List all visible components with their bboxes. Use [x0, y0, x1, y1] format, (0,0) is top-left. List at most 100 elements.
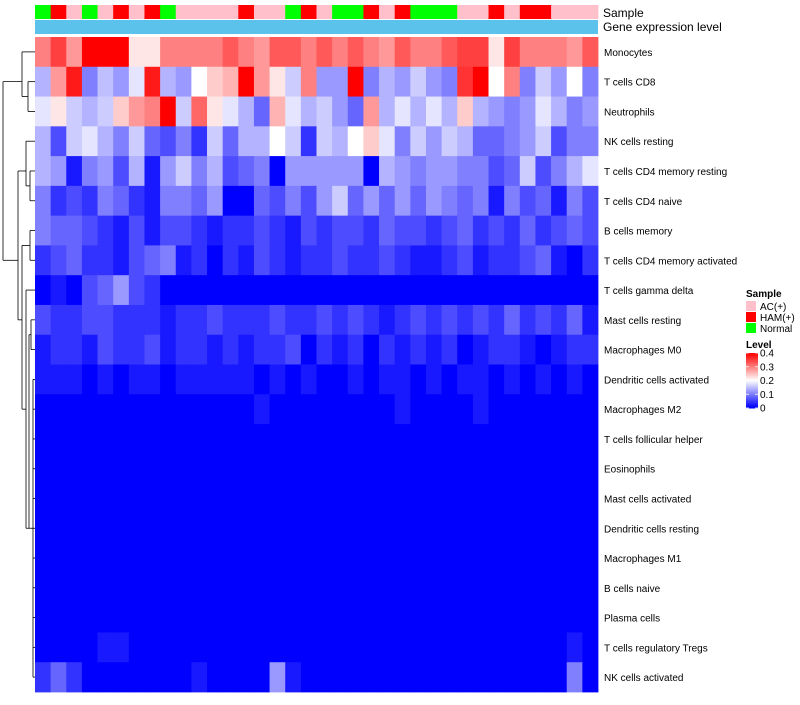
heatmap-cell	[269, 364, 286, 395]
heatmap-cell	[379, 156, 396, 187]
heatmap-cell	[50, 364, 67, 395]
heatmap-cell	[347, 185, 364, 217]
heatmap-cell	[551, 572, 568, 604]
heatmap-cell	[35, 602, 52, 633]
heatmap-cell	[332, 156, 349, 187]
heatmap-cell	[50, 185, 67, 217]
heatmap-cell	[113, 37, 130, 68]
legend-colorbar-step	[746, 392, 758, 395]
heatmap-cell	[394, 156, 411, 187]
heatmap-cell	[441, 513, 458, 544]
heatmap-cell	[347, 543, 364, 574]
heatmap-cell	[332, 66, 349, 97]
heatmap-cell	[222, 572, 239, 604]
row-label: NK cells resting	[604, 137, 673, 148]
legend-colorbar-step	[746, 355, 758, 357]
heatmap-cell	[566, 304, 583, 336]
heatmap-cell	[160, 513, 177, 544]
heatmap-cell	[332, 453, 349, 484]
heatmap-cell	[113, 156, 130, 187]
heatmap-cell	[551, 66, 568, 97]
heatmap-cell	[160, 632, 177, 663]
heatmap-cell	[285, 513, 302, 544]
heatmap-cell	[425, 543, 443, 574]
heatmap-cell	[97, 156, 114, 187]
heatmap-cell	[472, 66, 489, 97]
heatmap-cell	[363, 96, 380, 127]
heatmap-cell	[519, 453, 536, 484]
heatmap-cell	[363, 304, 380, 336]
sample-annotation-cell	[81, 5, 98, 19]
heatmap-cell	[332, 632, 349, 663]
heatmap-cell	[535, 602, 552, 633]
heatmap-cell	[175, 66, 192, 97]
heatmap-cell	[144, 96, 161, 127]
heatmap-cell	[66, 424, 83, 455]
heatmap-cell	[457, 662, 474, 693]
heatmap-cell	[191, 394, 208, 425]
heatmap-cell	[97, 394, 114, 425]
heatmap-cell	[316, 364, 333, 395]
row-label: Mast cells activated	[604, 494, 691, 505]
heatmap-cell	[332, 334, 349, 365]
sample-annotation-cell	[363, 5, 380, 19]
legend-sample-swatch	[746, 323, 756, 333]
heatmap-cell	[238, 126, 255, 157]
heatmap-cell	[472, 602, 489, 633]
heatmap-cell	[379, 304, 396, 336]
heatmap-cell	[191, 156, 208, 187]
heatmap-cell	[316, 156, 333, 187]
heatmap-cell	[347, 513, 364, 544]
heatmap-cell	[81, 66, 98, 97]
heatmap-cell	[144, 185, 161, 217]
heatmap-cell	[285, 156, 302, 187]
heatmap-cell	[347, 572, 364, 604]
heatmap-cell	[582, 543, 599, 574]
heatmap-cell	[191, 453, 208, 484]
heatmap-cell	[441, 185, 458, 217]
heatmap-cell	[81, 662, 98, 693]
heatmap-cell	[551, 453, 568, 484]
heatmap-cell	[582, 632, 599, 663]
heatmap-cell	[207, 513, 224, 544]
heatmap-cell	[347, 424, 364, 455]
heatmap-cell	[35, 543, 52, 574]
heatmap-cell	[97, 602, 114, 633]
heatmap-cell	[582, 37, 599, 68]
sample-annotation-cell	[97, 5, 114, 19]
heatmap-cell	[113, 632, 130, 663]
heatmap-cell	[472, 156, 489, 187]
heatmap-cell	[472, 483, 489, 514]
heatmap-cell	[144, 543, 161, 574]
legend-colorbar-step	[746, 403, 758, 406]
heatmap-cell	[441, 156, 458, 187]
heatmap-cell	[269, 543, 286, 574]
heatmap-cell	[347, 96, 364, 127]
heatmap-cell	[207, 185, 224, 217]
heatmap-cell	[222, 215, 239, 246]
heatmap-cell	[535, 37, 552, 68]
heatmap-cell	[207, 424, 224, 455]
heatmap-cell	[285, 245, 302, 276]
heatmap-cell	[379, 364, 396, 395]
heatmap-cell	[488, 394, 505, 425]
heatmap-cell	[410, 513, 427, 544]
heatmap-cell	[582, 334, 599, 365]
heatmap-cell	[269, 483, 286, 514]
heatmap-cell	[582, 453, 599, 484]
heatmap-cell	[144, 483, 161, 514]
heatmap-cell	[285, 424, 302, 455]
heatmap-cell	[582, 215, 599, 246]
expression-annotation-bar	[35, 20, 598, 34]
heatmap-cell	[128, 662, 145, 693]
heatmap-cell	[551, 126, 568, 157]
heatmap-cell	[253, 304, 270, 336]
heatmap-cell	[285, 662, 302, 693]
heatmap-cell	[582, 66, 599, 97]
heatmap-cell	[50, 37, 67, 68]
heatmap-cell	[394, 96, 411, 127]
heatmap-cell	[300, 602, 317, 633]
heatmap-cell	[504, 334, 521, 365]
legend-colorbar-step	[746, 393, 758, 396]
legend-sample-label: Normal	[760, 324, 792, 335]
